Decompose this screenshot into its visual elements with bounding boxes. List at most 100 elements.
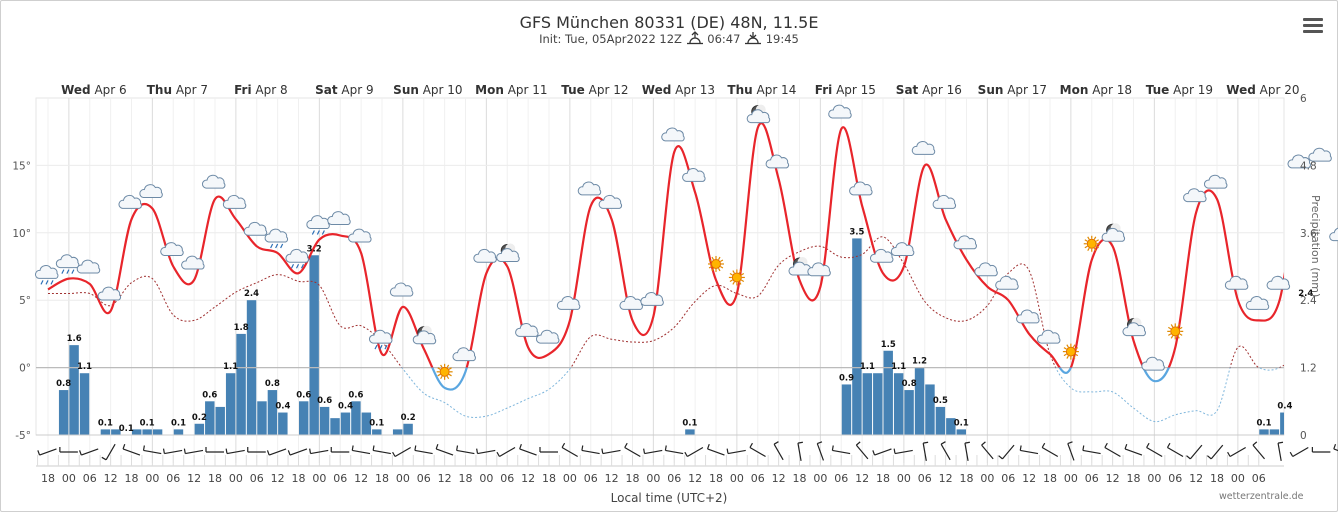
precip-label: 1.8: [234, 323, 249, 333]
wind-barb: [893, 448, 913, 455]
cloud-icon: [1329, 227, 1338, 242]
day-date: Apr 6: [91, 83, 127, 97]
y-left-tick: 0°: [19, 363, 31, 375]
cloud-icon: [870, 248, 894, 263]
wind-barb: [456, 445, 475, 455]
precip-bar: [299, 401, 309, 435]
y-axis-right-title: Precipitation (mm): [1309, 195, 1322, 298]
hour-tick: 00: [1231, 472, 1245, 485]
cloud-rain-icon: [369, 329, 393, 350]
y-right-tick: 6: [1300, 93, 1307, 105]
wind-barb: [101, 443, 116, 461]
precip-bar: [58, 390, 69, 435]
cloud-icon: [682, 168, 706, 182]
moon-icon: [1122, 317, 1146, 337]
wind-barb: [372, 445, 391, 455]
credits-link[interactable]: wetterzentrale.de: [1219, 491, 1304, 502]
wind-barb: [816, 441, 825, 461]
wind-barb: [496, 446, 516, 458]
x-axis-title: Local time (UTC+2): [610, 491, 728, 505]
cloud-icon: [1016, 309, 1040, 324]
precip-label: 0.6: [317, 396, 332, 406]
wind-barb: [831, 445, 851, 455]
day-weekday: Sun: [393, 83, 419, 97]
hour-tick: 00: [479, 472, 493, 485]
wind-barb: [998, 444, 1015, 460]
day-label: Mon Apr 11: [475, 83, 547, 97]
cloud-icon: [202, 174, 226, 189]
chart-menu-button[interactable]: [1303, 18, 1323, 34]
day-weekday: Wed: [61, 83, 91, 97]
init-time: Init: Tue, 05Apr2022 12Z: [539, 32, 682, 46]
precip-label: 1.1: [223, 362, 238, 372]
wind-barb: [37, 448, 57, 456]
precip-bar: [132, 429, 142, 435]
wind-barb: [706, 444, 725, 456]
hour-tick: 00: [980, 472, 994, 485]
wind-barb: [330, 447, 350, 453]
precip-label: 0.4: [338, 402, 353, 412]
hour-tick: 06: [250, 472, 264, 485]
hour-tick: 06: [667, 472, 681, 485]
cloud-icon: [911, 141, 936, 155]
day-labels: Wed Apr 6 Thu Apr 7 Fri Apr 8 Sat Apr 9 Sun …: [61, 83, 1299, 97]
precip-bar: [215, 406, 225, 435]
day-date: Apr 12: [585, 83, 629, 97]
wind-barb: [1041, 442, 1059, 458]
day-weekday: Tue: [561, 83, 585, 97]
hour-tick: 06: [500, 472, 514, 485]
hour-tick: 06: [834, 472, 848, 485]
cloud-icon: [181, 255, 205, 270]
wind-barb: [1206, 444, 1224, 460]
cloud-icon: [1183, 188, 1207, 203]
cloud-icon: [640, 292, 664, 306]
wind-barb: [1146, 442, 1163, 458]
wind-barb: [392, 446, 411, 458]
wind-barb: [1166, 442, 1184, 458]
precip-bar: [111, 429, 121, 435]
cloud-icon: [974, 262, 998, 277]
precip-label: 0.2: [192, 413, 207, 423]
cloud-icon: [890, 242, 915, 256]
precip-bar: [225, 373, 236, 435]
day-weekday: Wed: [642, 83, 672, 97]
hour-tick: 18: [793, 472, 807, 485]
hour-tick: 12: [521, 472, 535, 485]
wind-barb: [59, 447, 78, 453]
precip-label: 0.1: [98, 418, 113, 428]
cloud-rain-icon: [306, 215, 330, 235]
precip-bar: [236, 333, 246, 435]
precip-bar: [205, 401, 215, 435]
hour-tick: 12: [688, 472, 702, 485]
hour-tick: 18: [1210, 472, 1224, 485]
cloud-rain-icon: [264, 228, 289, 249]
precip-label: 0.1: [682, 418, 697, 428]
moon-icon: [412, 325, 437, 345]
sun-icon: [728, 269, 745, 286]
wind-barb: [247, 447, 266, 453]
hour-tick: 12: [271, 472, 285, 485]
precip-label: 3.5: [849, 227, 864, 237]
precip-bar: [893, 373, 904, 435]
wind-barb: [1082, 445, 1101, 455]
cloud-icon: [619, 296, 643, 310]
precip-label: 1.5: [881, 340, 896, 350]
wind-barb: [797, 441, 803, 461]
y-right-tick: 4.8: [1300, 160, 1317, 172]
precipitation-labels: 0.8 1.6 1.1 0.1 0.1 0.1 0.1 0.2 0.6 1.1 1.8 2.4 0.8 0…: [56, 227, 1313, 434]
precip-bar: [330, 418, 340, 435]
wind-barb: [1289, 446, 1309, 458]
precip-label: 2.4: [244, 289, 259, 299]
day-weekday: Fri: [815, 83, 832, 97]
precip-label: 1.1: [860, 362, 875, 372]
wind-barb: [643, 448, 663, 455]
cloud-icon: [995, 275, 1019, 290]
precip-bar: [841, 384, 852, 435]
day-weekday: Tue: [1146, 83, 1170, 97]
cloud-icon: [515, 323, 539, 337]
sun-icon: [708, 255, 724, 272]
wind-barb: [664, 445, 684, 455]
precip-label: 3.2: [307, 244, 322, 254]
wind-barb: [309, 448, 329, 455]
precip-label: 0.1: [119, 424, 134, 434]
